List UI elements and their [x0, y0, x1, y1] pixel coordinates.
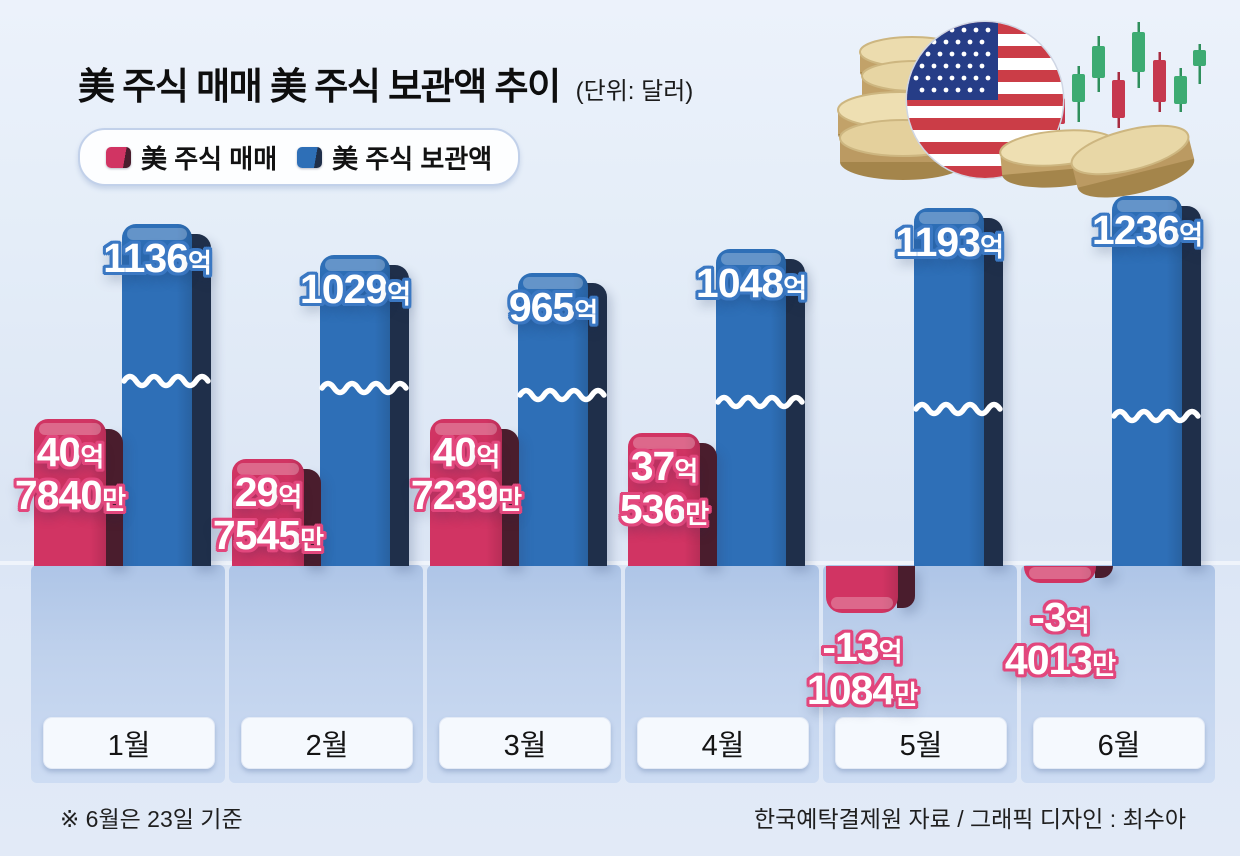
axis-baseline	[0, 561, 1240, 565]
trade-value-label: -3억 4013만	[1004, 594, 1116, 684]
trade-bar	[34, 419, 124, 566]
trade-value-label: 29억 7545만	[212, 469, 324, 559]
storage-value-label: 1136억	[103, 235, 212, 281]
month-label: 4월	[637, 717, 809, 769]
storage-series-swatch-icon	[297, 146, 323, 168]
month-label-text: 3월	[503, 730, 547, 762]
trade-series-swatch-icon	[106, 146, 131, 168]
storage-value-label: 1193억	[895, 219, 1004, 265]
storage-value-label: 1236억	[1091, 207, 1203, 253]
trade-value-label: 37억 536만	[619, 443, 709, 533]
legend: 美 주식 매매 美 주식 보관액	[78, 128, 521, 186]
storage-bar	[122, 224, 212, 566]
month-label: 6월	[1033, 717, 1205, 769]
source-credit: 한국예탁결제원 자료 / 그래픽 디자인 : 최수아	[753, 806, 1186, 832]
legend-item-trade: 美 주식 매매	[106, 139, 277, 176]
month-label-text: 6월	[1097, 730, 1141, 762]
trade-bar-negative	[826, 566, 916, 613]
month-label-text: 1월	[107, 730, 151, 762]
month-label: 3월	[439, 717, 611, 769]
month-label: 5월	[835, 717, 1007, 769]
us-stocks-illustration	[837, 20, 1206, 198]
trade-bar	[430, 419, 520, 566]
storage-value-label: 1029억	[299, 266, 411, 312]
chart-unit-note: (단위: 달러)	[575, 78, 694, 105]
storage-bar	[914, 208, 1004, 566]
storage-value-label: 1048억	[695, 260, 807, 306]
legend-item-label: 美 주식 보관액	[332, 143, 493, 174]
trade-value-label: 40억 7239만	[410, 429, 522, 519]
storage-bar	[320, 255, 410, 566]
month-label-text: 4월	[701, 730, 745, 762]
storage-value-label: 965억	[508, 284, 598, 330]
month-label-text: 5월	[899, 730, 943, 762]
trade-bar-negative	[1024, 566, 1114, 583]
storage-bar	[1112, 196, 1202, 566]
trade-value-label: -13억 1084만	[806, 624, 918, 714]
candlestick-chart-icon	[1052, 22, 1206, 132]
legend-item-storage: 美 주식 보관액	[297, 139, 492, 176]
page-title: 美 주식 매매 美 주식 보관액 추이 (단위: 달러)	[78, 56, 693, 110]
legend-item-label: 美 주식 매매	[141, 143, 278, 174]
chart-title: 美 주식 매매 美 주식 보관액 추이	[78, 66, 561, 107]
month-label-text: 2월	[305, 730, 349, 762]
month-label: 2월	[241, 717, 413, 769]
trade-bar	[232, 459, 322, 566]
month-label: 1월	[43, 717, 215, 769]
footnote: ※ 6월은 23일 기준	[60, 806, 243, 832]
gold-coins-right-icon	[999, 124, 1195, 198]
trade-value-label: 40억 7840만	[14, 429, 126, 519]
trade-bar	[628, 433, 718, 566]
storage-bar	[518, 273, 608, 566]
